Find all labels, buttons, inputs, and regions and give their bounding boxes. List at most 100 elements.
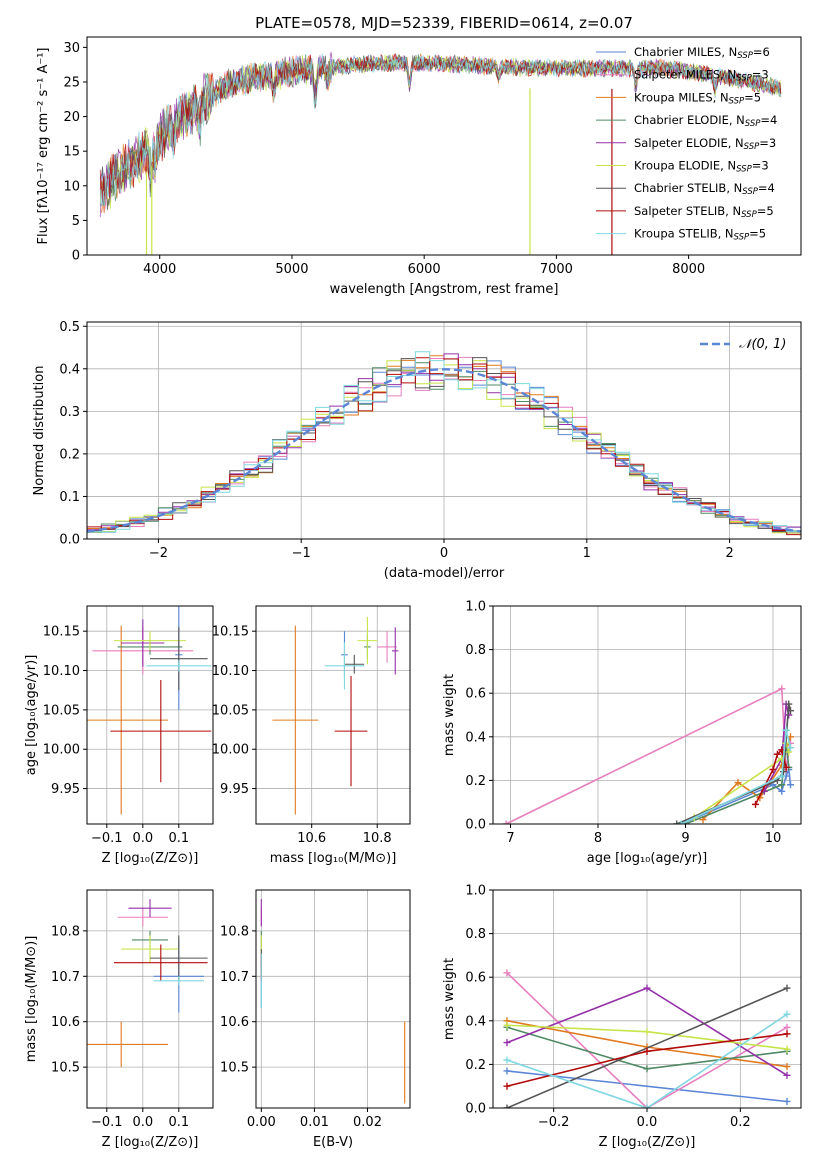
weight_vs_age-marker-salpeter-stelib-2 bbox=[773, 750, 781, 758]
weight_vs_Z-marker-kroupa-stelib-2 bbox=[783, 1010, 791, 1018]
mass_vs_ebv-xtick-label-2: 0.02 bbox=[353, 1115, 382, 1130]
weight_vs_Z-marker-kroupa-elodie-0 bbox=[503, 1021, 511, 1029]
weight_vs_Z-marker-kroupa-stelib-0 bbox=[503, 1056, 511, 1064]
residuals-ytick-label-1: 0.1 bbox=[59, 490, 80, 505]
residuals-xtick-label-3: 1 bbox=[583, 546, 591, 561]
weight_vs_Z-marker-salpeter-miles-0 bbox=[503, 969, 511, 977]
weight_vs_Z-marker-salpeter-elodie-2 bbox=[783, 1071, 791, 1079]
mass_vs_Z-panel: −0.1 0.0 0.1 10.5 10.6 10.7 10.8 Z [log₁₀(Z/Z⊙)… bbox=[24, 889, 214, 1150]
legend-label-salpeter-miles: Salpeter MILES, NSSP=3 bbox=[634, 68, 769, 84]
weight_vs_age-frame bbox=[492, 605, 802, 825]
age_vs_mass-point-salpeter-elodie bbox=[391, 627, 399, 675]
weight_vs_age-marker-chabrier-miles-2 bbox=[778, 787, 786, 795]
age_vs_mass-xtick-label-1: 10.8 bbox=[363, 831, 392, 846]
mass_vs_Z-point-salpeter-elodie bbox=[128, 899, 172, 918]
weight_vs_age-marker-kroupa-stelib-1 bbox=[778, 772, 786, 780]
weight_vs_Z-marker-salpeter-stelib-0 bbox=[503, 1082, 511, 1090]
weight_vs_age-marker-chabrier-stelib-0 bbox=[673, 820, 681, 824]
weight_vs_Z-marker-chabrier-miles-0 bbox=[503, 1067, 511, 1075]
weight_vs_Z-marker-salpeter-elodie-1 bbox=[643, 984, 651, 992]
mass_vs_ebv-panel: 0.00 0.01 0.02 10.5 10.6 10.7 10.8 E(B-V) bbox=[220, 889, 411, 1150]
legend-label-salpeter-elodie: Salpeter ELODIE, NSSP=3 bbox=[634, 136, 776, 152]
residuals-ylabel: Normed distribution bbox=[32, 366, 47, 496]
spectrum-ytick-label-1: 5 bbox=[72, 214, 80, 229]
legend-label-kroupa-stelib: Kroupa STELIB, NSSP=5 bbox=[634, 227, 766, 243]
weight_vs_age-marker-salpeter-miles-1 bbox=[778, 685, 786, 693]
age_vs_mass-xtick-label-0: 10.6 bbox=[297, 831, 326, 846]
weight_vs_age-ytick-label-4: 0.8 bbox=[465, 643, 486, 658]
age_vs_Z-plot-area bbox=[87, 606, 213, 824]
weight_vs_age-marker-chabrier-miles-5 bbox=[787, 781, 794, 789]
legend-label-chabrier-stelib: Chabrier STELIB, NSSP=4 bbox=[634, 181, 775, 197]
spectrum-panel: 4000 5000 6000 7000 8000 0 5 10 15 20 25 30 waveleng… bbox=[36, 36, 802, 297]
residual-hist-chabrier-stelib bbox=[87, 357, 801, 533]
weight_vs_Z-series-kroupa-elodie bbox=[503, 1021, 791, 1053]
weight_vs_Z-marker-kroupa-elodie-1 bbox=[643, 1028, 651, 1036]
weight_vs_age-ytick-label-3: 0.6 bbox=[465, 687, 486, 702]
spectrum-ylabel: Flux [fλ10⁻¹⁷ erg cm⁻² s⁻¹ A⁻¹] bbox=[36, 48, 51, 245]
weight_vs_age-xtick-label-0: 7 bbox=[506, 831, 514, 846]
legend-label-salpeter-stelib: Salpeter STELIB, NSSP=5 bbox=[634, 204, 774, 220]
weight_vs_age-xtick-label-3: 10 bbox=[765, 831, 782, 846]
weight_vs_Z-marker-chabrier-miles-1 bbox=[783, 1097, 791, 1105]
age_vs_Z-xtick-label-1: 0.0 bbox=[132, 831, 153, 846]
mass_vs_Z-ytick-label-3: 10.8 bbox=[51, 924, 80, 939]
weight_vs_age-marker-salpeter-miles-0 bbox=[502, 820, 510, 824]
residuals-ytick-label-3: 0.3 bbox=[59, 405, 80, 420]
weight_vs_Z-series-salpeter-stelib bbox=[503, 1030, 791, 1090]
residuals-ytick-label-2: 0.2 bbox=[59, 447, 80, 462]
residuals-xtick-label-4: 2 bbox=[725, 546, 733, 561]
spectrum-ytick-label-0: 0 bbox=[72, 249, 80, 264]
weight_vs_age-series-kroupa-stelib bbox=[677, 726, 794, 824]
weight_vs_age-marker-kroupa-stelib-2 bbox=[782, 726, 790, 734]
weight_vs_Z-plot-area bbox=[493, 890, 801, 1108]
age_vs_Z-xtick-label-2: 0.1 bbox=[168, 831, 189, 846]
age_vs_Z-ytick-label-4: 10.15 bbox=[43, 625, 80, 640]
age_vs_Z-ylabel: age [log₁₀(age/yr)] bbox=[24, 655, 39, 776]
spectrum-xtick-label-4: 8000 bbox=[672, 262, 705, 277]
weight_vs_Z-marker-chabrier-stelib-0 bbox=[503, 1104, 511, 1108]
residuals-xtick-label-2: 0 bbox=[440, 546, 448, 561]
weight_vs_Z-ytick-label-1: 0.2 bbox=[465, 1058, 486, 1073]
weight_vs_age-marker-salpeter-stelib-4 bbox=[782, 763, 790, 771]
mass_vs_Z-plot-area bbox=[87, 890, 213, 1108]
weight_vs_Z-series-kroupa-miles bbox=[503, 1017, 791, 1071]
weight_vs_age-ytick-label-5: 1.0 bbox=[465, 600, 486, 615]
mass_vs_Z-point-kroupa-stelib bbox=[153, 976, 204, 986]
weight_vs_Z-xtick-label-1: 0.0 bbox=[637, 1115, 658, 1130]
mass_vs_Z-point-salpeter-stelib bbox=[114, 944, 208, 981]
spectrum-line-kroupa-stelib bbox=[99, 53, 782, 207]
age_vs_Z-point-kroupa-stelib bbox=[146, 660, 212, 672]
weight_vs_Z-marker-salpeter-stelib-1 bbox=[643, 1047, 651, 1055]
mass_vs_Z-xlabel: Z [log₁₀(Z/Z⊙)] bbox=[102, 1135, 199, 1150]
weight_vs_Z-marker-kroupa-elodie-2 bbox=[783, 1045, 791, 1053]
mass_vs_Z-point-salpeter-miles bbox=[117, 908, 168, 927]
weight_vs_Z-marker-chabrier-elodie-1 bbox=[643, 1065, 651, 1073]
weight_vs_age-marker-salpeter-stelib-0 bbox=[752, 800, 759, 808]
weight_vs_Z-marker-salpeter-miles-2 bbox=[783, 1023, 791, 1031]
residuals-xtick-label-0: −2 bbox=[149, 546, 168, 561]
weight_vs_age-xtick-label-2: 9 bbox=[681, 831, 689, 846]
age_vs_mass-ytick-label-2: 10.05 bbox=[212, 703, 249, 718]
age_vs_mass-point-kroupa-miles bbox=[272, 625, 319, 815]
weight_vs_Z-xtick-label-0: −0.2 bbox=[538, 1115, 570, 1130]
weight_vs_age-marker-kroupa-elodie-3 bbox=[785, 748, 793, 756]
mass_vs_ebv-plot-area bbox=[256, 890, 410, 1108]
mass_vs_Z-point-kroupa-miles bbox=[87, 1021, 168, 1068]
age_vs_mass-plot-area bbox=[256, 606, 410, 824]
mass_vs_ebv-ytick-label-3: 10.8 bbox=[220, 924, 249, 939]
age_vs_mass-ytick-label-4: 10.15 bbox=[212, 625, 249, 640]
age_vs_mass-frame bbox=[255, 605, 411, 825]
weight_vs_Z-ytick-label-0: 0.0 bbox=[465, 1102, 486, 1117]
age_vs_mass-ytick-label-0: 9.95 bbox=[220, 782, 249, 797]
mass_vs_Z-ytick-label-1: 10.6 bbox=[51, 1015, 80, 1030]
weight_vs_Z-panel: −0.2 0.0 0.2 0.0 0.2 0.4 0.6 0.8 1.0 Z [log₁₀(Z/Z… bbox=[442, 884, 802, 1150]
weight_vs_Z-ytick-label-5: 1.0 bbox=[465, 884, 486, 899]
weight_vs_age-ytick-label-2: 0.4 bbox=[465, 730, 486, 745]
residuals-ytick-label-0: 0.0 bbox=[59, 533, 80, 548]
spectrum-xtick-label-3: 7000 bbox=[540, 262, 573, 277]
age_vs_Z-point-salpeter-elodie bbox=[121, 619, 165, 667]
weight_vs_Z-series-kroupa-stelib bbox=[503, 1010, 791, 1108]
weight_vs_Z-marker-salpeter-stelib-2 bbox=[783, 1030, 791, 1038]
